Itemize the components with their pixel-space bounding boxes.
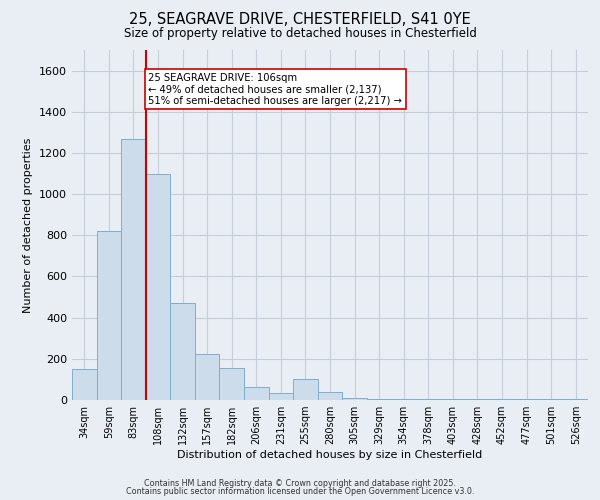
Bar (220, 368, 244, 400)
Text: Size of property relative to detached houses in Chesterfield: Size of property relative to detached ho… (124, 28, 476, 40)
Bar (367, 399, 391, 400)
Bar (342, 398, 367, 400)
Bar (195, 354, 220, 400)
Bar (72, 369, 97, 400)
Bar (318, 392, 342, 400)
Text: Contains public sector information licensed under the Open Government Licence v3: Contains public sector information licen… (126, 487, 474, 496)
Bar (121, 138, 146, 400)
Bar (244, 386, 269, 400)
Text: 25 SEAGRAVE DRIVE: 106sqm
← 49% of detached houses are smaller (2,137)
51% of se: 25 SEAGRAVE DRIVE: 106sqm ← 49% of detac… (148, 72, 402, 106)
Y-axis label: Number of detached properties: Number of detached properties (23, 138, 34, 312)
Bar (97, 231, 121, 400)
Text: Contains HM Land Registry data © Crown copyright and database right 2025.: Contains HM Land Registry data © Crown c… (144, 478, 456, 488)
Bar (269, 393, 293, 400)
Bar (146, 174, 170, 400)
Bar (170, 303, 195, 400)
Text: 25, SEAGRAVE DRIVE, CHESTERFIELD, S41 0YE: 25, SEAGRAVE DRIVE, CHESTERFIELD, S41 0Y… (129, 12, 471, 28)
X-axis label: Distribution of detached houses by size in Chesterfield: Distribution of detached houses by size … (178, 450, 482, 460)
Bar (293, 380, 318, 400)
